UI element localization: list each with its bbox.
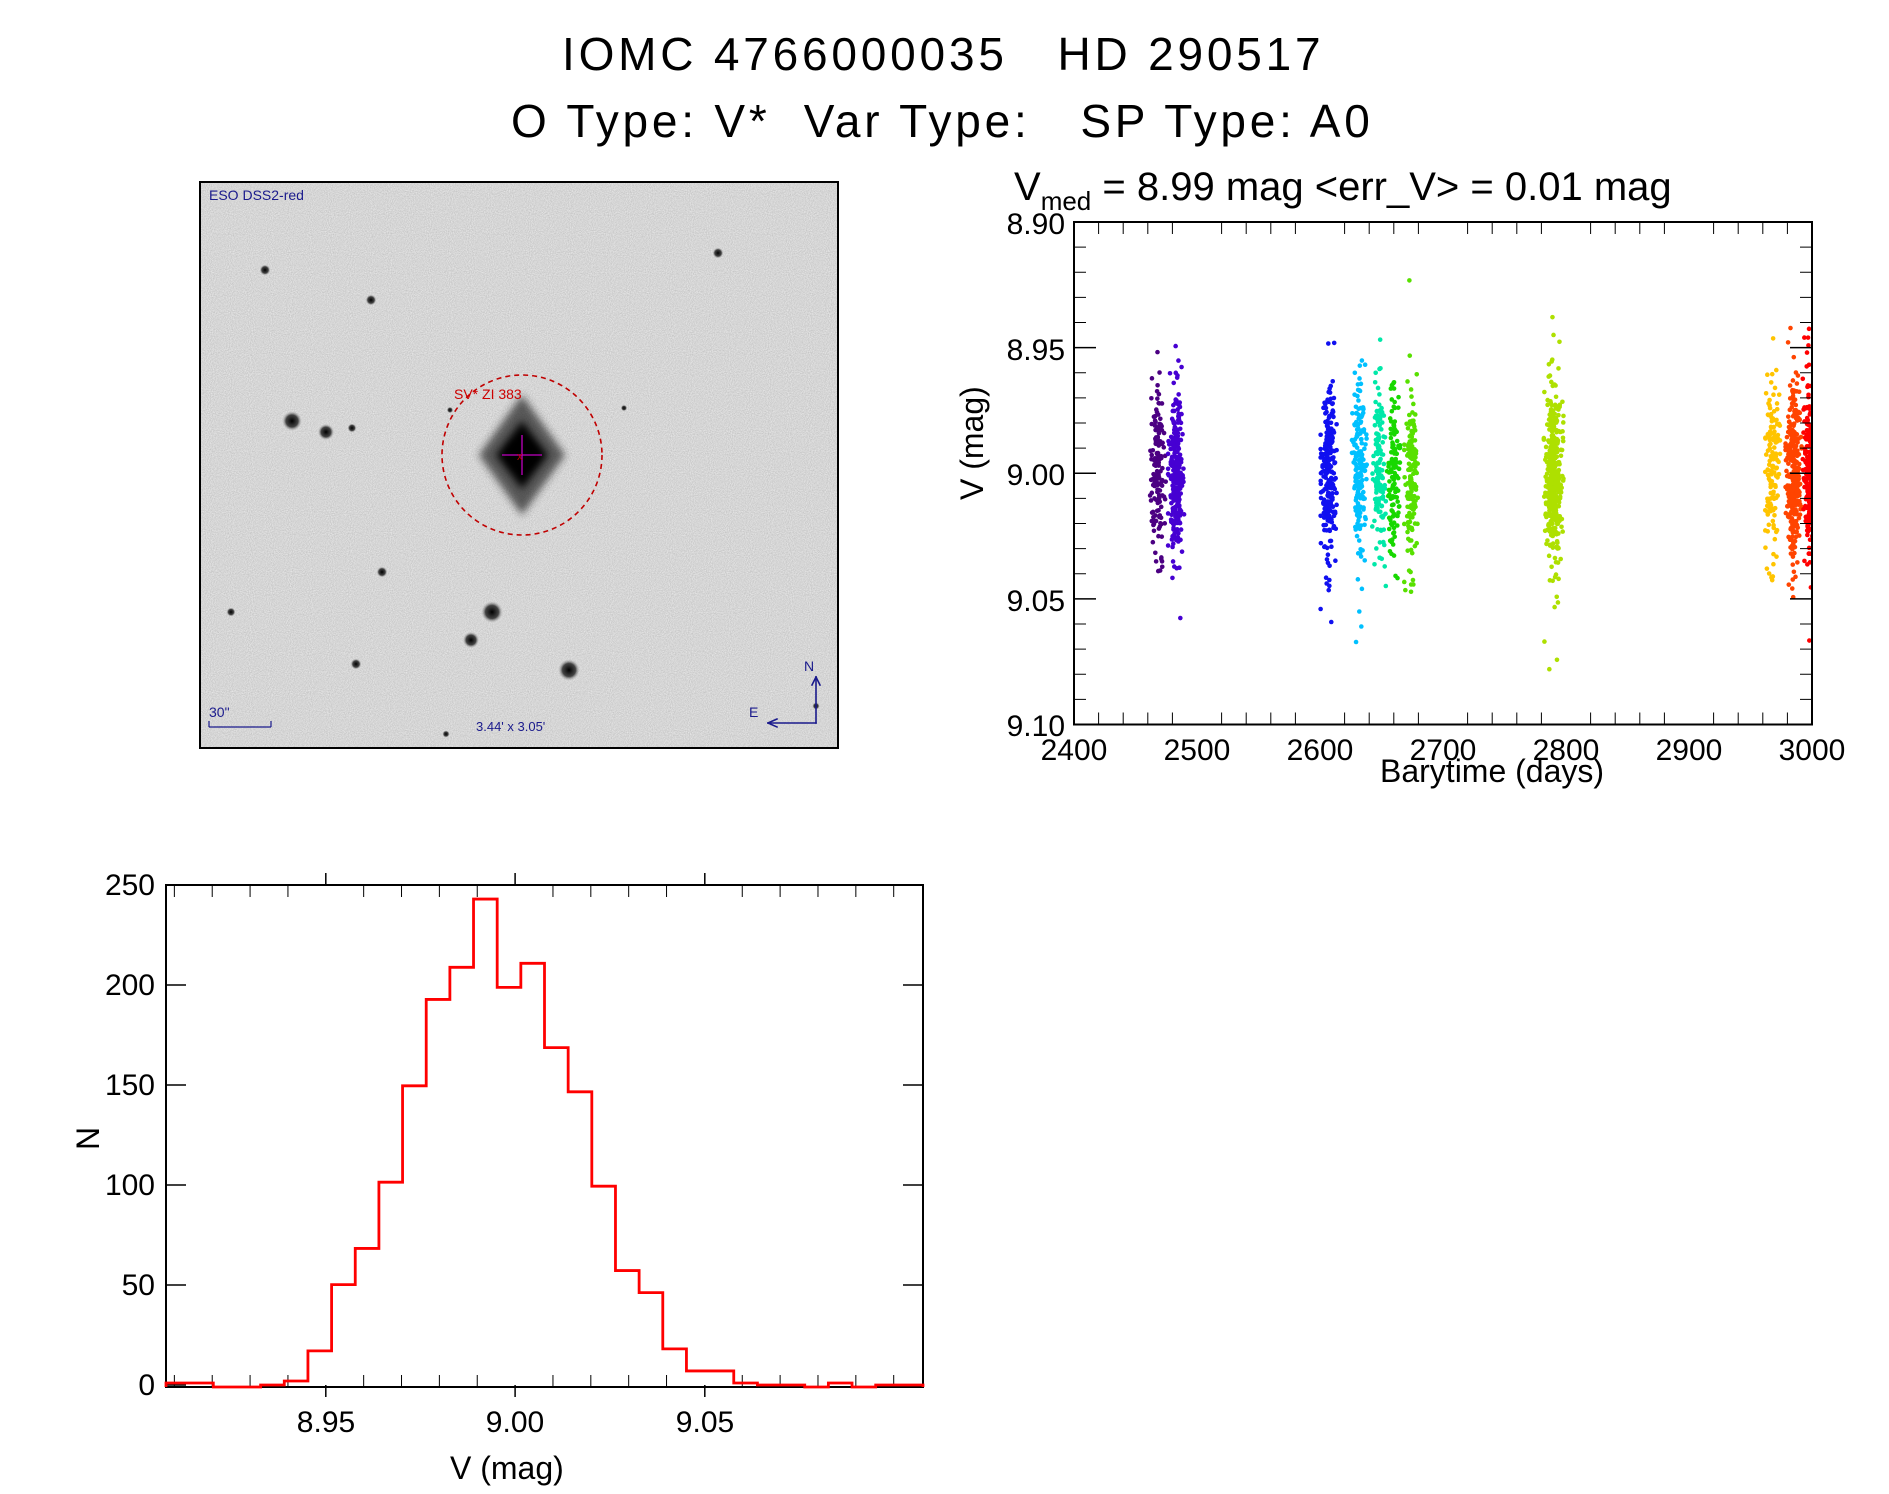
svg-text:2800: 2800 bbox=[1533, 734, 1600, 767]
svg-text:2700: 2700 bbox=[1410, 734, 1477, 767]
svg-text:9.00: 9.00 bbox=[1007, 459, 1065, 492]
svg-text:8.90: 8.90 bbox=[1007, 208, 1065, 241]
svg-text:2500: 2500 bbox=[1164, 734, 1231, 767]
svg-text:2400: 2400 bbox=[1041, 734, 1108, 767]
svg-text:3000: 3000 bbox=[1779, 734, 1846, 767]
svg-text:2900: 2900 bbox=[1656, 734, 1723, 767]
svg-text:9.05: 9.05 bbox=[1007, 585, 1065, 618]
svg-text:8.95: 8.95 bbox=[1007, 334, 1065, 367]
svg-text:2600: 2600 bbox=[1287, 734, 1354, 767]
